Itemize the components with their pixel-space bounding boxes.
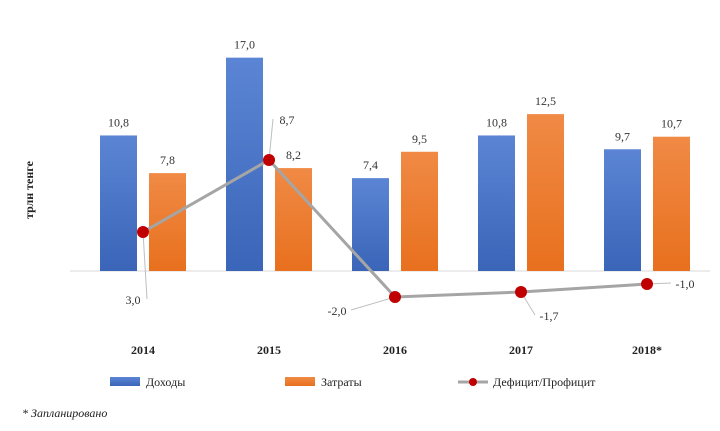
legend-label-expense: Затраты <box>321 375 362 389</box>
line-label-2018: -1,0 <box>676 277 695 291</box>
y-axis-label: трлн тенге <box>22 160 36 218</box>
bar-income-2018 <box>604 149 641 271</box>
leader-line-2015 <box>268 118 274 161</box>
marker-deficit-2018 <box>641 278 653 290</box>
marker-deficit-2017 <box>515 286 527 298</box>
x-tick-2017: 2017 <box>509 343 533 357</box>
x-tick-2014: 2014 <box>131 343 155 357</box>
footnote: * Запланировано <box>22 406 108 420</box>
bar-label-income-2017: 10,8 <box>486 115 507 129</box>
bar-label-income-2016: 7,4 <box>363 158 378 172</box>
bar-label-expense-2018: 10,7 <box>661 117 682 131</box>
bar-expense-2014 <box>149 173 186 271</box>
bar-label-expense-2015: 8,2 <box>286 148 301 162</box>
bar-expense-2016 <box>401 151 438 271</box>
line-label-2015: 8,7 <box>280 113 295 127</box>
bar-expense-2018 <box>653 136 690 271</box>
line-label-2017: -1,7 <box>540 309 559 323</box>
bar-label-income-2018: 9,7 <box>615 129 630 143</box>
x-tick-2018: 2018* <box>632 343 662 357</box>
bar-label-expense-2017: 12,5 <box>535 94 556 108</box>
legend-label-deficit: Дефицит/Профицит <box>493 375 596 389</box>
marker-deficit-2014 <box>137 226 149 238</box>
leader-line-2014 <box>142 231 148 300</box>
line-deficit-profit <box>142 158 648 299</box>
bar-label-income-2014: 10,8 <box>108 115 129 129</box>
x-tick-2015: 2015 <box>257 343 281 357</box>
bar-expense-2017 <box>527 114 564 271</box>
legend-swatch-marker <box>469 378 477 386</box>
line-label-2016: -2,0 <box>328 304 347 318</box>
bar-income-2017 <box>478 135 515 271</box>
bar-income-2014 <box>100 135 137 271</box>
legend-swatch-income <box>110 377 140 386</box>
bar-label-income-2015: 17,0 <box>234 38 255 52</box>
leader-line-2016 <box>350 296 396 311</box>
marker-deficit-2016 <box>389 291 401 303</box>
marker-deficit-2015 <box>263 154 275 166</box>
line-label-2014: 3,0 <box>126 293 141 307</box>
bar-income-2015 <box>226 57 263 272</box>
x-tick-2016: 2016 <box>383 343 407 357</box>
bar-label-expense-2016: 9,5 <box>412 132 427 146</box>
bar-label-expense-2014: 7,8 <box>160 153 175 167</box>
bar-expense-2015 <box>275 168 312 271</box>
legend-label-income: Доходы <box>146 375 185 389</box>
legend-swatch-expense <box>285 377 315 386</box>
